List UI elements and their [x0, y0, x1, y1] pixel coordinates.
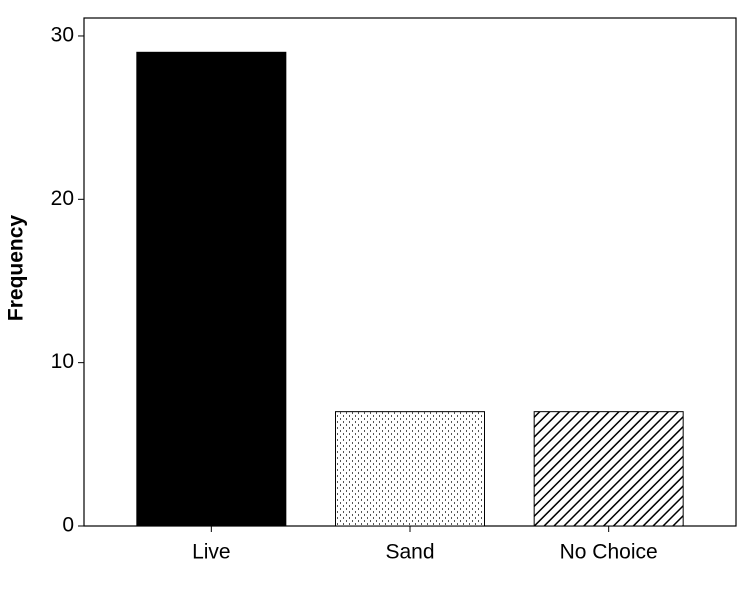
bar — [533, 411, 684, 527]
x-tick-label: No Choice — [560, 541, 658, 564]
bar — [136, 51, 287, 527]
y-tick-label: 10 — [51, 350, 74, 373]
y-tick-label: 20 — [51, 187, 74, 210]
y-axis-title: Frequency — [5, 215, 28, 322]
y-tick-label: 30 — [51, 24, 74, 47]
x-tick-label: Sand — [385, 541, 434, 564]
y-tick-label: 0 — [62, 514, 74, 537]
x-tick-label: Live — [192, 541, 231, 564]
bar — [335, 411, 485, 527]
